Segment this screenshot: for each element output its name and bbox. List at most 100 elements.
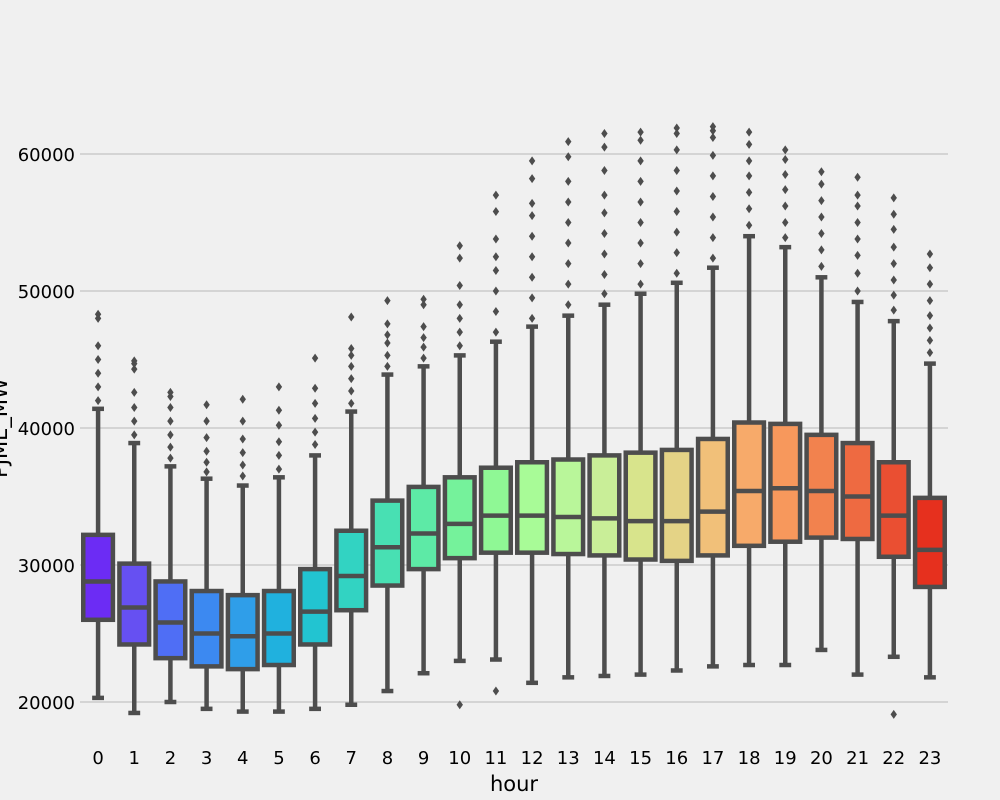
x-tick-label: 16 xyxy=(665,748,688,769)
outlier-point xyxy=(890,259,897,269)
x-tick-label: 6 xyxy=(309,748,320,769)
y-tick-label: 30000 xyxy=(18,556,75,577)
x-tick-label: 15 xyxy=(629,748,652,769)
outlier-point xyxy=(167,387,174,397)
outlier-point xyxy=(131,364,138,374)
outlier-point xyxy=(709,212,717,222)
outlier-point xyxy=(890,193,897,203)
box-iqr xyxy=(478,465,513,555)
box-group xyxy=(659,123,694,673)
outlier-point xyxy=(818,179,825,189)
box-group xyxy=(587,128,622,679)
outlier-point xyxy=(94,368,102,378)
outlier-point xyxy=(239,460,246,470)
outlier-point xyxy=(384,338,391,348)
box-group xyxy=(623,127,658,677)
box-group xyxy=(153,387,188,705)
outlier-point xyxy=(203,457,210,467)
box-group xyxy=(876,193,911,719)
outlier-point xyxy=(637,218,644,227)
box-iqr xyxy=(551,457,586,557)
outlier-point xyxy=(637,176,644,186)
y-tick-label: 40000 xyxy=(18,419,75,440)
outlier-point xyxy=(782,170,789,180)
outlier-point xyxy=(709,233,717,243)
outlier-point xyxy=(239,434,246,444)
box-group xyxy=(732,127,767,668)
outlier-point xyxy=(745,187,753,197)
y-axis-title: PJME_MW xyxy=(0,378,13,478)
outlier-point xyxy=(275,405,283,415)
outlier-point xyxy=(492,252,500,262)
x-tick-label: 7 xyxy=(346,748,357,769)
x-tick-label: 0 xyxy=(92,748,103,769)
box-iqr xyxy=(334,528,369,613)
outlier-point xyxy=(818,245,825,255)
box-group xyxy=(117,356,152,716)
outlier-point xyxy=(637,127,644,137)
box-iqr xyxy=(623,450,658,562)
x-tick-label: 10 xyxy=(448,748,471,769)
outlier-point xyxy=(565,259,572,269)
outlier-point xyxy=(601,142,608,152)
outlier-point xyxy=(456,241,463,251)
x-axis-tick-labels: 0 1 2 3 4 5 6 7 8 9 10 11 12 13 14 15 16 17 18 19 20 21 22 23 xyxy=(92,748,941,769)
outlier-point xyxy=(239,448,246,458)
outlier-point xyxy=(239,416,246,426)
outlier-point xyxy=(384,330,391,340)
outlier-point xyxy=(492,286,500,296)
box-iqr xyxy=(442,475,477,561)
outlier-point xyxy=(131,402,138,412)
outlier-point xyxy=(637,156,644,166)
outlier-point xyxy=(673,123,680,133)
box-group xyxy=(768,145,803,668)
outlier-point xyxy=(673,248,680,258)
outlier-point xyxy=(528,231,536,241)
outlier-point xyxy=(167,430,174,440)
box-iqr xyxy=(298,566,333,647)
outlier-point xyxy=(709,150,717,160)
box-iqr xyxy=(189,588,224,669)
x-tick-label: 9 xyxy=(418,748,429,769)
outlier-point xyxy=(348,374,355,384)
outlier-point xyxy=(565,137,572,147)
box-group xyxy=(912,249,947,680)
outlier-point xyxy=(926,263,934,273)
outlier-point xyxy=(673,207,680,217)
outlier-point xyxy=(565,152,572,162)
outlier-point xyxy=(203,467,210,477)
outlier-point xyxy=(167,453,174,463)
outlier-point xyxy=(709,253,717,263)
x-tick-label: 8 xyxy=(382,748,393,769)
outlier-point xyxy=(709,133,717,143)
outlier-point xyxy=(456,300,463,310)
outlier-point xyxy=(528,272,536,282)
outlier-point xyxy=(239,394,246,404)
outlier-point xyxy=(565,197,572,207)
outlier-point xyxy=(420,333,427,343)
outlier-point xyxy=(926,348,934,358)
outlier-point xyxy=(275,464,283,474)
box-group xyxy=(225,394,260,714)
outlier-point xyxy=(203,433,210,443)
box-iqr xyxy=(153,579,188,661)
outlier-point xyxy=(601,208,608,218)
outlier-point xyxy=(673,227,680,237)
box-group xyxy=(298,353,333,712)
outlier-point xyxy=(275,450,283,460)
outlier-point xyxy=(565,300,572,310)
outlier-point xyxy=(239,471,246,481)
outlier-point xyxy=(420,294,427,304)
box-group xyxy=(478,190,513,696)
outlier-point xyxy=(94,396,102,406)
outlier-point xyxy=(854,250,861,260)
outlier-point xyxy=(348,386,355,396)
box-iqr xyxy=(768,421,803,544)
outlier-point xyxy=(818,196,825,206)
outlier-point xyxy=(926,296,934,306)
outlier-point xyxy=(167,402,174,412)
outlier-point xyxy=(528,198,536,208)
outlier-point xyxy=(348,312,355,322)
outlier-point xyxy=(565,238,572,248)
box-iqr xyxy=(695,436,730,558)
